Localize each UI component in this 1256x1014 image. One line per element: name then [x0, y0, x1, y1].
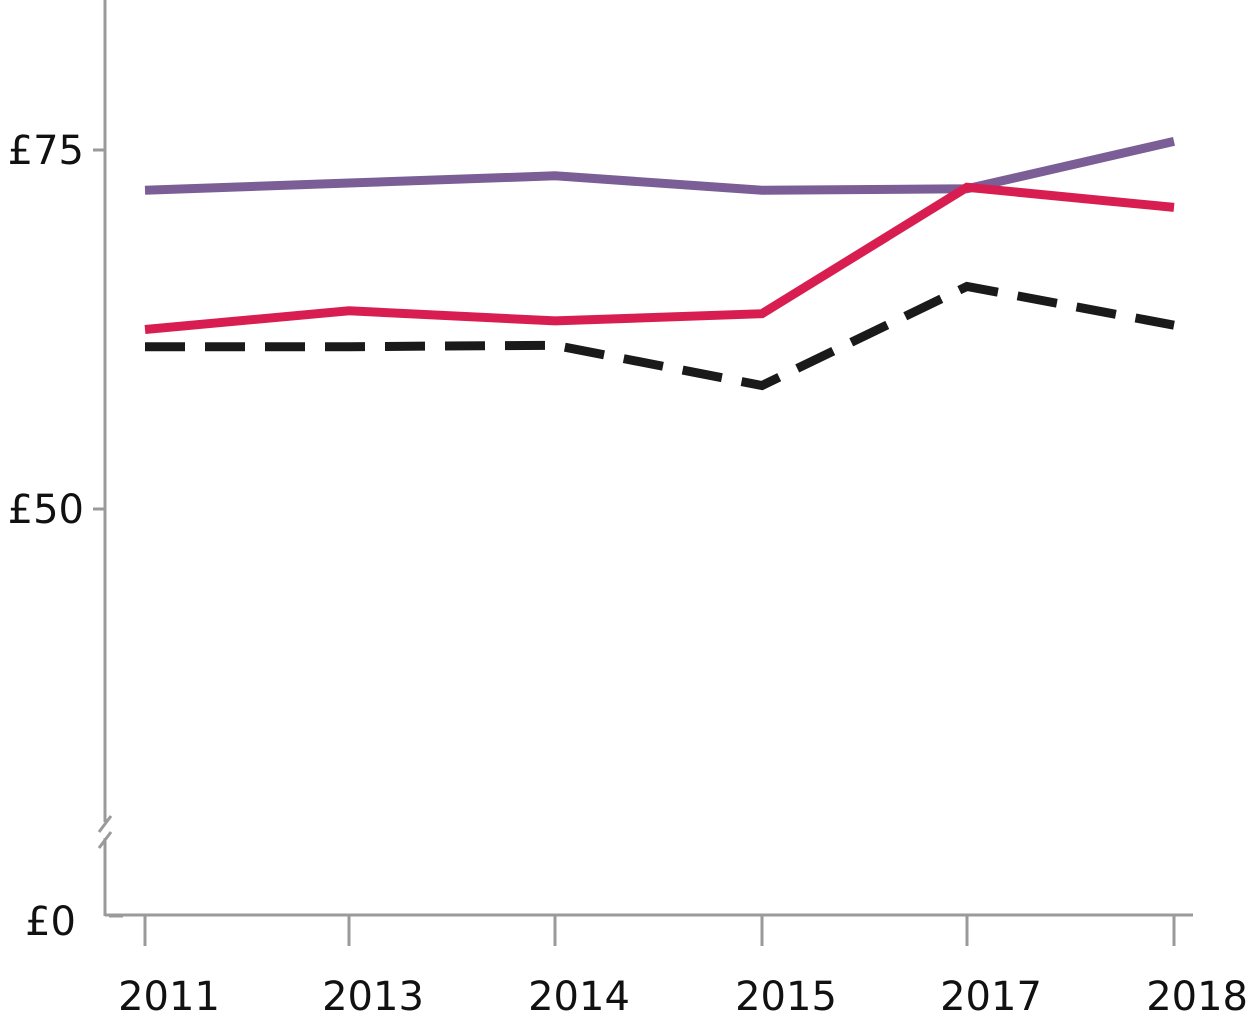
series-line-2 — [144, 182, 1175, 334]
series-line-3 — [145, 281, 1175, 391]
x-tick-label: 2014 — [528, 974, 630, 1014]
y-tick-label: £75 — [8, 128, 84, 174]
axes — [97, 0, 1193, 917]
y-axis-break-mark-1 — [97, 815, 113, 833]
series-line-1 — [144, 137, 1176, 195]
x-tick-label: 2013 — [322, 974, 424, 1014]
y-tick-label: £0 — [25, 899, 76, 945]
x-axis-ticks: 2011 2013 2014 2015 2017 2018 — [118, 915, 1248, 1014]
x-tick-label: 2018 — [1146, 974, 1248, 1014]
y-tick-label: £50 — [8, 487, 84, 533]
y-axis-ticks: £75 £50 £0 — [8, 128, 123, 945]
series-lines — [144, 137, 1176, 391]
x-tick-label: 2011 — [118, 974, 220, 1014]
x-tick-label: 2015 — [735, 974, 837, 1014]
x-tick-label: 2017 — [940, 974, 1042, 1014]
